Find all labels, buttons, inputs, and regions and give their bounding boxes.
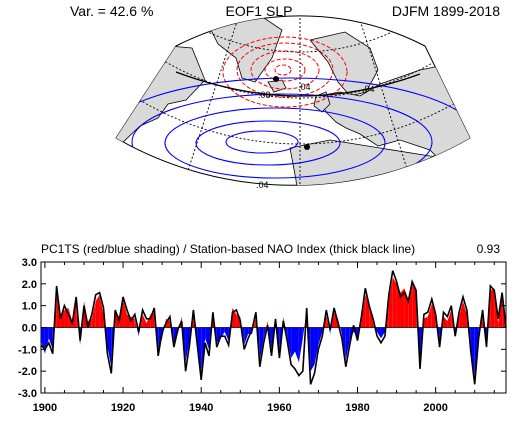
negative-area-37: [185, 327, 190, 363]
positive-area-24a: [134, 318, 137, 328]
positive-area-13: [91, 301, 96, 328]
positive-area-95: [412, 283, 417, 328]
positive-area-100: [431, 303, 436, 328]
chart-title: PC1TS (red/blue shading) / Station-based…: [41, 242, 415, 256]
positive-area-15: [99, 294, 104, 328]
positive-area-26: [142, 314, 147, 328]
positive-area-4: [56, 292, 61, 328]
positive-area-94: [408, 283, 413, 328]
africa-landmass: [289, 139, 470, 186]
negative-area-71: [318, 327, 323, 345]
negative-area-67a: [302, 327, 305, 339]
y-tick-label: -3.0: [18, 388, 37, 400]
y-tick-label: -1.0: [18, 344, 37, 356]
negative-area-62b: [285, 327, 288, 337]
greenland-landmass: [204, 15, 283, 83]
positive-area-115: [490, 288, 495, 328]
negative-area-56: [259, 327, 264, 361]
season-label: DJFM 1899-2018: [392, 3, 500, 19]
y-tick-label: 3.0: [22, 257, 37, 269]
contour-label: .08: [258, 90, 271, 100]
timeseries-panel: PC1TS (red/blue shading) / Station-based…: [18, 242, 507, 414]
nao-index-line: [40, 270, 507, 385]
positive-area-75: [334, 312, 338, 328]
negative-area-110: [470, 327, 475, 378]
map-panel: Var. = 42.6 % EOF1 SLP DJFM 1899-2018: [70, 3, 500, 190]
positive-area-21: [123, 299, 127, 328]
positive-area-54b: [253, 316, 256, 328]
contour-label: .04: [256, 180, 269, 190]
positive-area-27: [146, 314, 151, 328]
negative-area-78: [345, 327, 350, 361]
x-tick-label: 1940: [189, 402, 213, 414]
station-marker-azores: [304, 144, 310, 150]
negative-area-66: [298, 327, 303, 363]
positive-area-108: [463, 301, 467, 328]
negative-contours: [116, 77, 470, 186]
x-axis: 1900 1920 1940 1960 1980 2000: [33, 262, 495, 414]
positive-contours: [222, 36, 348, 108]
negative-area-70: [314, 327, 319, 365]
negative-area-64: [291, 327, 295, 359]
negative-area-87: [380, 327, 385, 339]
x-tick-label: 1960: [267, 402, 291, 414]
contour-label: .04: [362, 84, 375, 94]
negative-area-42: [205, 327, 210, 350]
negative-area-63: [287, 327, 292, 359]
positive-area-103: [443, 316, 448, 328]
correlation-label: 0.93: [477, 242, 501, 256]
y-tick-label: 0.0: [22, 323, 37, 335]
positive-area-104: [447, 310, 452, 328]
positive-area-82: [361, 294, 366, 328]
negative-area-40: [197, 327, 202, 374]
x-tick-label: 1920: [111, 402, 135, 414]
y-tick-label: -2.0: [18, 366, 37, 378]
station-marker-iceland: [273, 76, 279, 82]
positive-area-14: [95, 294, 100, 328]
positive-area-89: [388, 277, 393, 328]
x-tick-label: 2000: [423, 402, 447, 414]
positive-area-98: [423, 316, 428, 328]
contour-label: .04: [298, 82, 311, 92]
negative-area-77: [341, 327, 346, 361]
british-isles-landmass: [313, 91, 331, 113]
negative-area-57a: [263, 327, 267, 339]
zero-contour: [175, 71, 421, 97]
positive-area-92: [400, 288, 405, 328]
negative-area-69: [310, 327, 315, 372]
negative-area-65: [294, 327, 299, 363]
variance-label: Var. = 42.6 %: [70, 3, 153, 19]
negative-area-76b: [340, 327, 342, 335]
positive-area-107: [459, 301, 464, 328]
negative-area-47: [224, 327, 229, 341]
x-tick-label: 1980: [345, 402, 369, 414]
negative-area-52: [244, 327, 249, 345]
negative-area-41: [201, 327, 206, 374]
y-tick-label: 1.0: [22, 301, 37, 313]
x-tick-label: 1900: [33, 402, 57, 414]
positive-area-90: [392, 277, 397, 328]
y-tick-label: 2.0: [22, 279, 37, 291]
negative-area-86: [377, 327, 381, 339]
negative-area-17: [107, 327, 112, 367]
positive-area-99: [427, 303, 432, 328]
negative-area-2: [48, 327, 53, 350]
positive-area-73a: [326, 314, 329, 328]
positive-area-49: [232, 307, 237, 328]
y-axis: 3.0 2.0 1.0 0.0 -1.0 -2.0 -3.0: [18, 257, 506, 400]
map-title: EOF1 SLP: [226, 3, 293, 19]
